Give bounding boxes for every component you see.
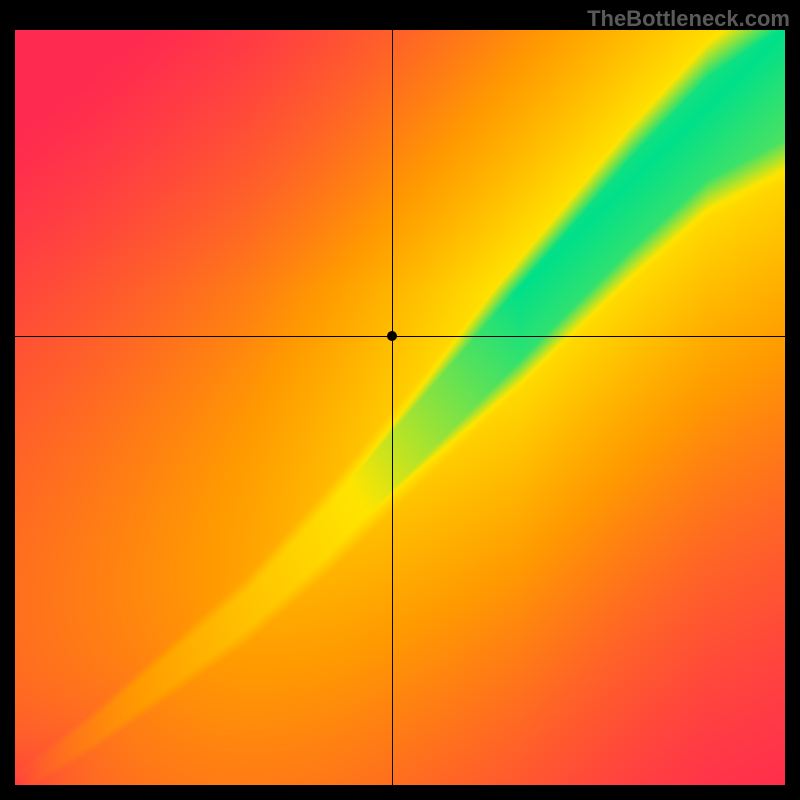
crosshair-vertical <box>392 30 393 785</box>
marker-dot <box>387 331 397 341</box>
heatmap-canvas <box>15 30 785 785</box>
plot-area <box>15 30 785 785</box>
crosshair-horizontal <box>15 336 785 337</box>
watermark-text: TheBottleneck.com <box>587 6 790 32</box>
